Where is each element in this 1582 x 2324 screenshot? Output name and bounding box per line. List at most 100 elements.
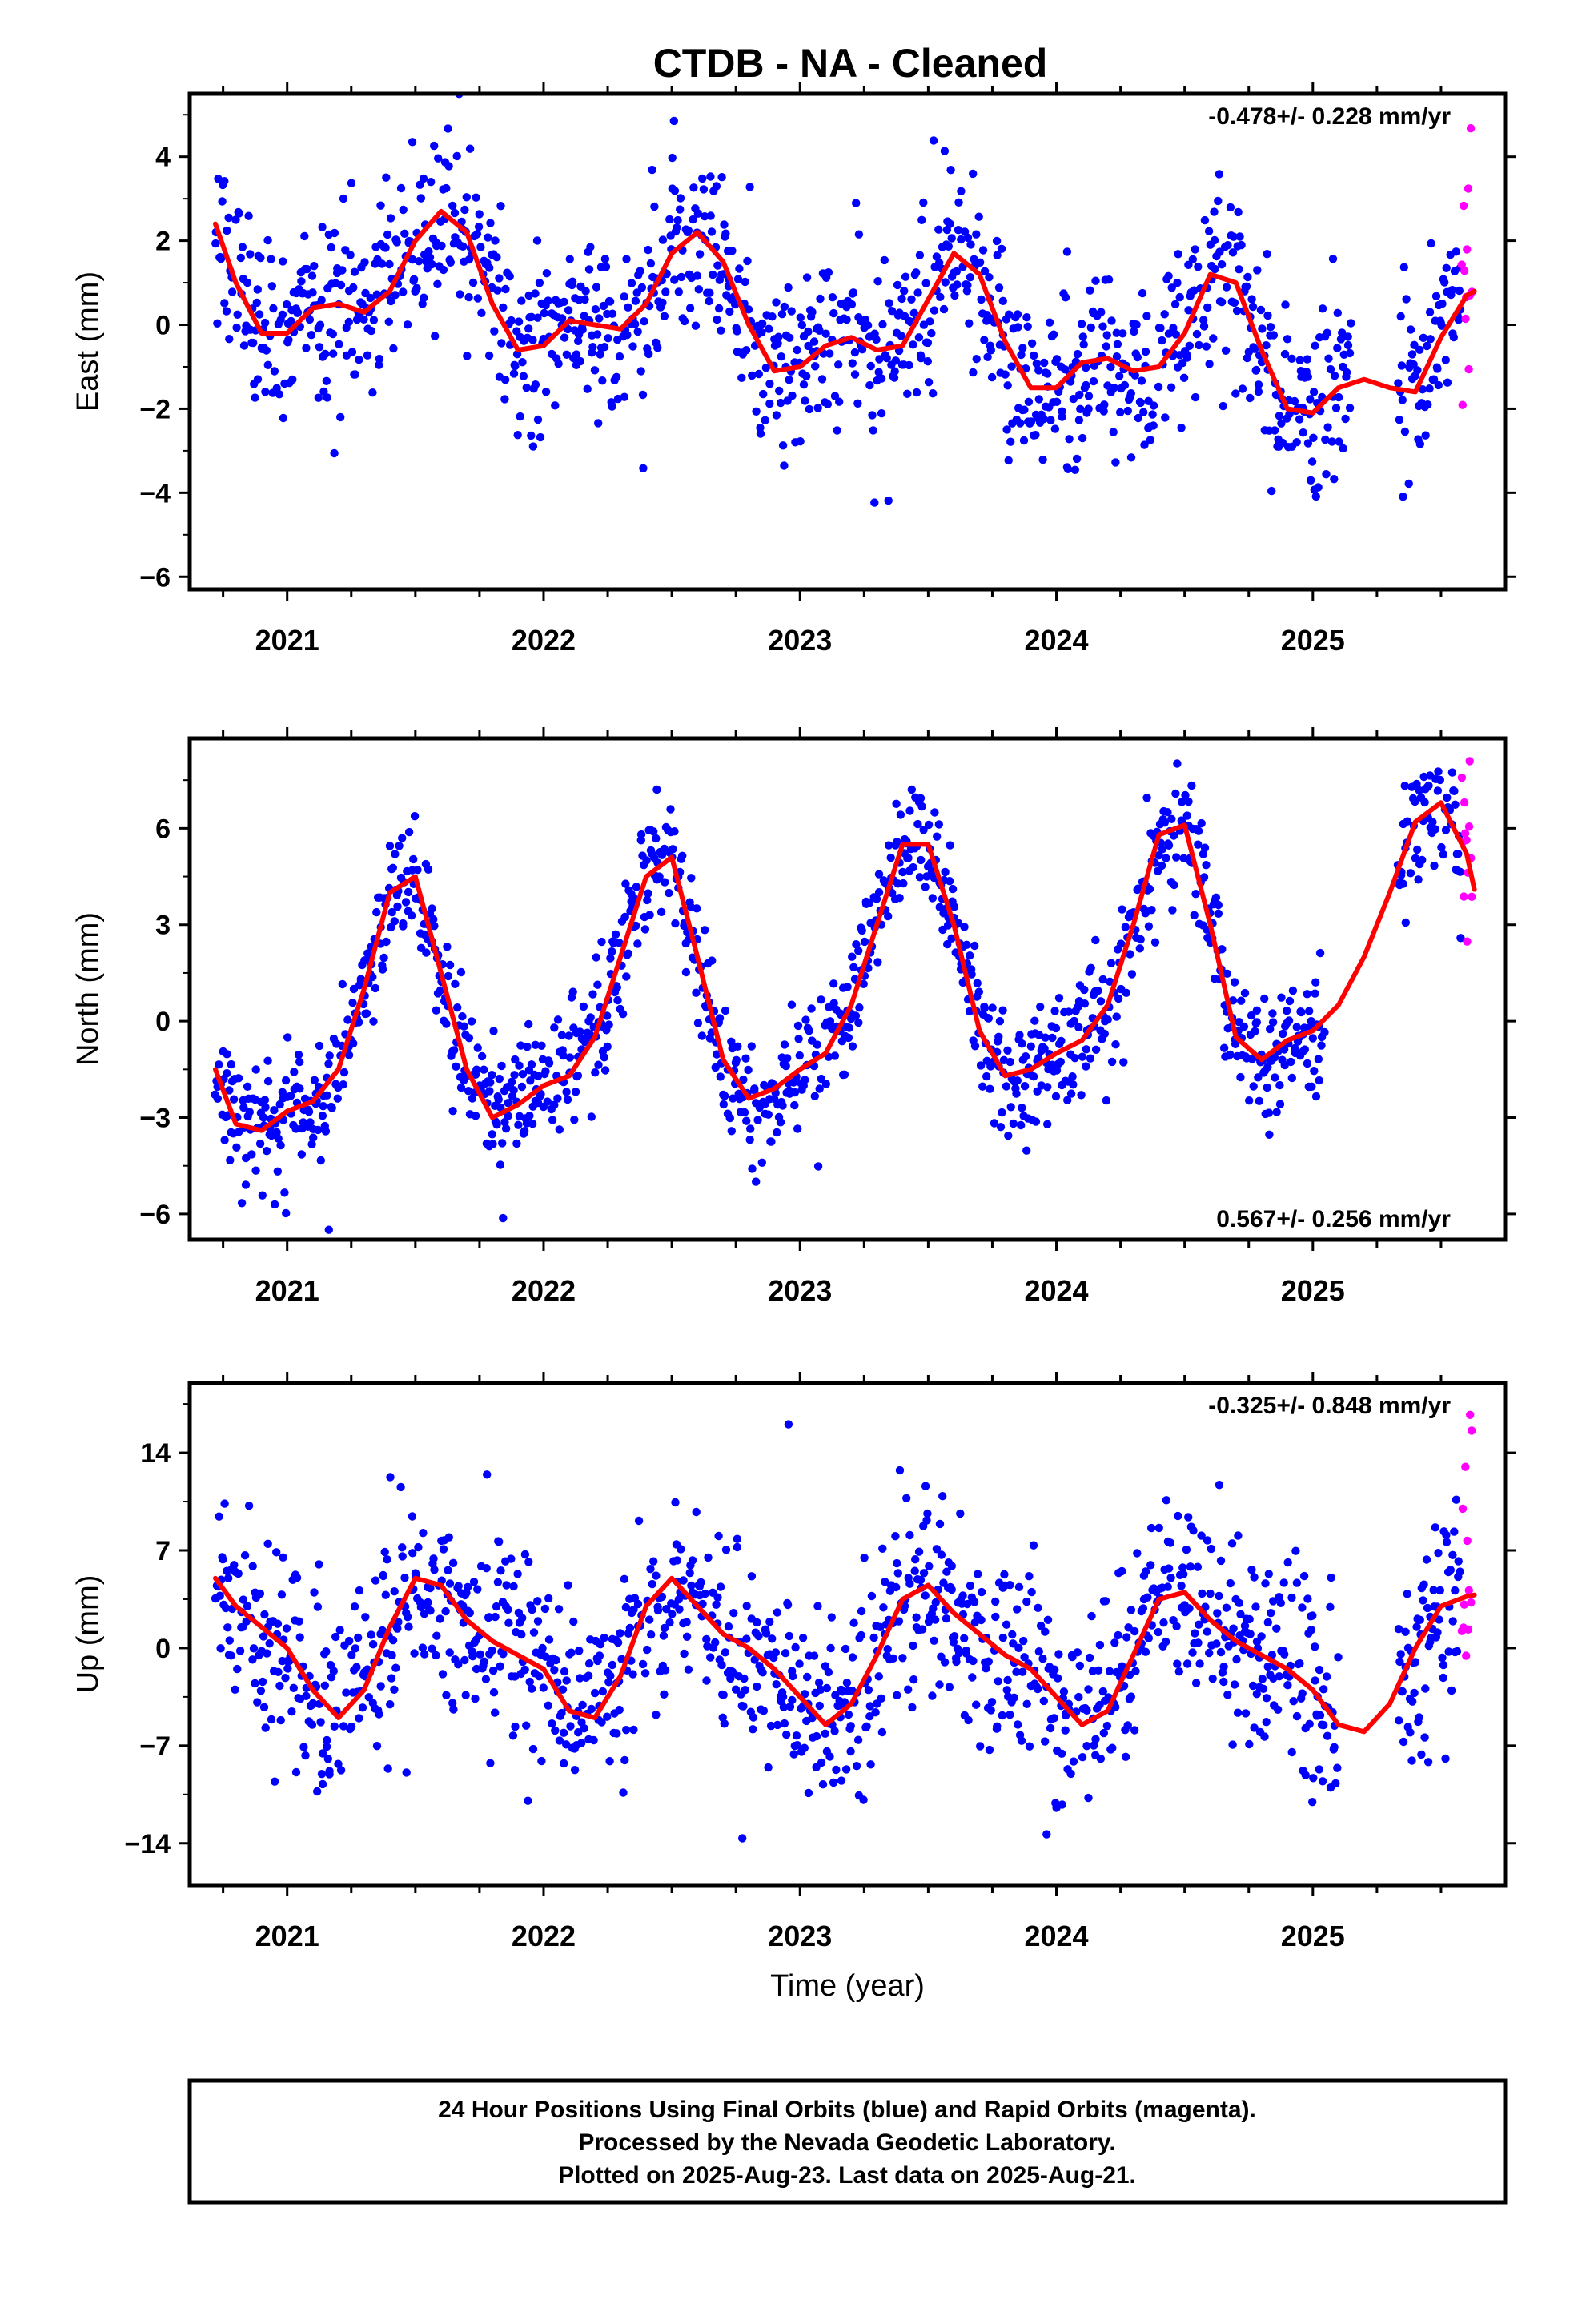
final-orbit-point — [261, 388, 270, 396]
final-orbit-point — [1191, 890, 1200, 899]
final-orbit-point — [596, 350, 604, 359]
final-orbit-point — [1025, 1742, 1034, 1751]
final-orbit-point — [413, 866, 422, 875]
final-orbit-point — [1172, 853, 1181, 862]
final-orbit-point — [692, 988, 701, 997]
final-orbit-point — [628, 1670, 637, 1679]
final-orbit-point — [772, 411, 781, 420]
final-orbit-point — [573, 1071, 583, 1080]
final-orbit-point — [693, 904, 701, 913]
final-orbit-point — [1107, 316, 1116, 325]
final-orbit-point — [528, 442, 538, 451]
final-orbit-point — [1452, 1495, 1461, 1504]
final-orbit-point — [643, 1645, 652, 1655]
final-orbit-point — [1401, 1627, 1410, 1637]
final-orbit-point — [874, 368, 883, 376]
final-orbit-point — [1157, 861, 1166, 870]
x-tick-label: 2022 — [512, 624, 576, 657]
final-orbit-point — [960, 923, 969, 931]
final-orbit-point — [1114, 1630, 1122, 1640]
final-orbit-point — [998, 1006, 1007, 1015]
final-orbit-point — [567, 1648, 576, 1657]
final-orbit-point — [488, 1130, 496, 1139]
final-orbit-point — [1131, 1667, 1140, 1675]
final-orbit-point — [789, 1671, 797, 1681]
final-orbit-point — [428, 1644, 436, 1653]
final-orbit-point — [659, 1631, 669, 1640]
final-orbit-point — [785, 333, 794, 342]
final-orbit-point — [816, 294, 825, 304]
final-orbit-point — [636, 367, 645, 376]
final-orbit-point — [1084, 1685, 1093, 1694]
final-orbit-point — [1335, 392, 1343, 402]
final-orbit-point — [1227, 1539, 1237, 1548]
final-orbit-point — [236, 253, 245, 263]
final-orbit-point — [901, 272, 910, 281]
final-orbit-point — [1437, 321, 1447, 330]
final-orbit-point — [677, 1545, 685, 1554]
final-orbit-point — [589, 1735, 598, 1745]
final-orbit-point — [785, 1631, 793, 1641]
final-orbit-point — [768, 1634, 777, 1643]
final-orbit-point — [1433, 786, 1443, 795]
final-orbit-point — [484, 351, 494, 360]
final-orbit-point — [1230, 298, 1239, 308]
final-orbit-point — [574, 1728, 583, 1737]
final-orbit-point — [924, 820, 934, 830]
final-orbit-point — [1098, 322, 1107, 331]
final-orbit-point — [1200, 215, 1210, 225]
final-orbit-point — [1328, 255, 1338, 263]
final-orbit-point — [939, 304, 949, 314]
final-orbit-point — [1197, 818, 1206, 828]
final-orbit-point — [916, 1575, 926, 1585]
final-orbit-point — [501, 284, 510, 294]
final-orbit-point — [642, 856, 651, 865]
final-orbit-point — [1169, 324, 1178, 332]
final-orbit-point — [717, 1660, 726, 1670]
y-tick-label: 2 — [155, 227, 171, 257]
final-orbit-point — [831, 1691, 840, 1699]
final-orbit-point — [519, 372, 528, 380]
final-orbit-point — [1247, 1055, 1257, 1063]
final-orbit-point — [320, 1681, 329, 1690]
final-orbit-point — [578, 1700, 587, 1710]
x-tick-label: 2024 — [1024, 624, 1088, 657]
final-orbit-point — [1090, 1741, 1098, 1750]
final-orbit-point — [1279, 1045, 1289, 1054]
final-orbit-point — [622, 1726, 631, 1735]
final-orbit-point — [1318, 304, 1327, 313]
final-orbit-point — [513, 431, 522, 440]
final-orbit-point — [1106, 362, 1115, 372]
final-orbit-point — [1441, 826, 1451, 834]
final-orbit-point — [970, 941, 979, 951]
final-orbit-point — [798, 1634, 808, 1642]
final-orbit-point — [813, 1602, 822, 1610]
final-orbit-point — [386, 1700, 395, 1709]
final-orbit-point — [896, 810, 905, 819]
final-orbit-point — [232, 323, 241, 332]
north-frame — [187, 736, 1508, 1242]
final-orbit-point — [1347, 319, 1355, 328]
final-orbit-point — [699, 185, 709, 194]
x-tick-label: 2025 — [1281, 624, 1345, 657]
final-orbit-point — [632, 883, 641, 891]
final-orbit-point — [682, 1632, 692, 1641]
final-orbit-point — [492, 253, 501, 262]
final-orbit-point — [591, 1688, 600, 1698]
final-orbit-point — [227, 287, 237, 296]
final-orbit-point — [727, 1127, 736, 1136]
final-orbit-point — [895, 894, 904, 903]
final-orbit-point — [481, 1675, 491, 1683]
final-orbit-point — [253, 1698, 262, 1707]
final-orbit-point — [917, 1625, 927, 1634]
final-orbit-point — [600, 1053, 608, 1062]
final-orbit-point — [862, 1722, 871, 1731]
final-orbit-point — [488, 1646, 496, 1655]
final-orbit-point — [349, 1039, 358, 1048]
final-orbit-point — [608, 947, 616, 956]
east-y-axis-label: East (mm) — [71, 271, 105, 412]
final-orbit-point — [716, 1072, 725, 1081]
final-orbit-point — [444, 1566, 452, 1575]
final-orbit-point — [1050, 1665, 1059, 1674]
final-orbit-point — [934, 820, 944, 829]
